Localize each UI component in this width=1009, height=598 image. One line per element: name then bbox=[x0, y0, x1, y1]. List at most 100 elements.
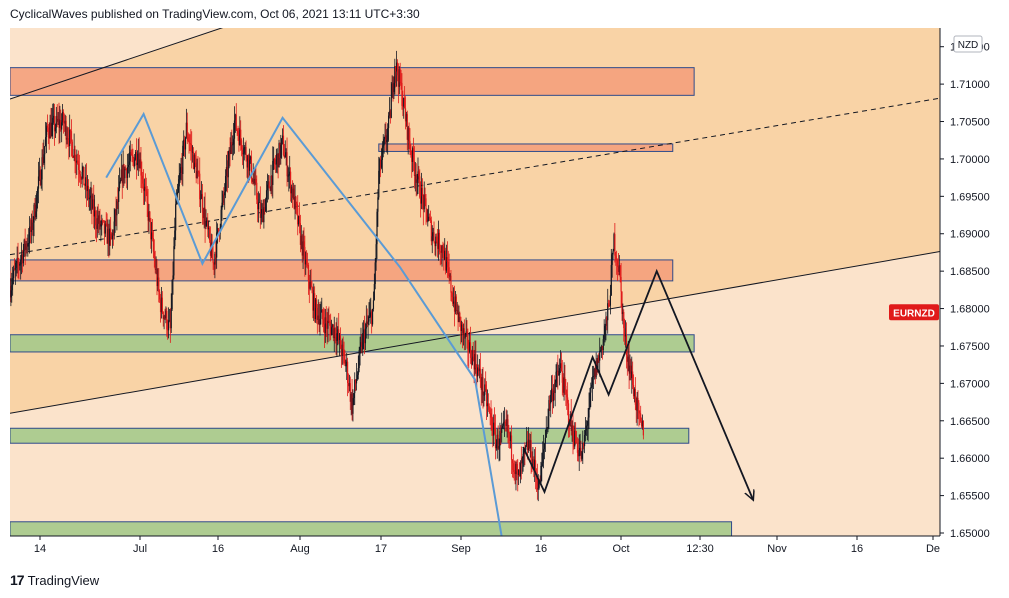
candle-body bbox=[104, 223, 106, 234]
candle-body bbox=[206, 220, 208, 222]
candle-body bbox=[474, 354, 476, 370]
candle-body bbox=[279, 143, 281, 158]
candle-body bbox=[502, 422, 505, 426]
candle-body bbox=[182, 145, 184, 175]
candle-body bbox=[402, 105, 404, 107]
candle-body bbox=[502, 425, 504, 428]
candle-body bbox=[146, 191, 148, 203]
candle-body bbox=[362, 333, 364, 350]
time-tick-label: 16 bbox=[851, 543, 863, 555]
candle-body bbox=[247, 155, 249, 168]
candle-body bbox=[59, 120, 61, 128]
candle-body bbox=[144, 186, 147, 190]
candle-body bbox=[188, 140, 190, 144]
time-tick-label: 12:30 bbox=[686, 543, 714, 555]
candle-body bbox=[322, 309, 324, 320]
candle-body bbox=[290, 171, 292, 194]
candle-body bbox=[232, 144, 234, 146]
candle-body bbox=[149, 211, 151, 219]
candle-body bbox=[518, 469, 520, 476]
candle-body bbox=[200, 194, 203, 199]
candle-body bbox=[420, 197, 422, 204]
time-axis[interactable]: 14 Jul 16 Aug 17 Sep 16 Oct 12:30 Nov 16 De bbox=[34, 536, 940, 555]
candle-body bbox=[122, 164, 124, 184]
tradingview-logo[interactable]: 17 TradingView bbox=[10, 572, 99, 588]
candle-body bbox=[613, 234, 615, 251]
candle-body bbox=[641, 420, 644, 427]
candle-body bbox=[571, 425, 573, 431]
time-tick-label: Oct bbox=[612, 543, 629, 555]
candle-body bbox=[396, 62, 399, 76]
candle-body bbox=[112, 233, 114, 236]
candle-body bbox=[418, 171, 420, 177]
candle-body bbox=[137, 153, 139, 163]
candle-body bbox=[341, 344, 343, 356]
candle-body bbox=[65, 120, 67, 140]
candle-body bbox=[145, 189, 147, 192]
candle-body bbox=[342, 344, 344, 350]
time-tick-label: 16 bbox=[212, 543, 224, 555]
candle-body bbox=[493, 422, 495, 436]
candle-body bbox=[155, 269, 157, 270]
candle-body bbox=[82, 166, 84, 172]
candle-body bbox=[389, 111, 391, 118]
price-tick-label: 1.65500 bbox=[950, 491, 990, 503]
candle-body bbox=[624, 328, 626, 337]
candle-body bbox=[615, 255, 617, 260]
candle-body bbox=[515, 464, 517, 475]
tradingview-brand: TradingView bbox=[27, 572, 100, 588]
candle-body bbox=[423, 194, 425, 210]
candle-body bbox=[252, 179, 254, 182]
candle-body bbox=[496, 434, 498, 445]
resistance-zone-0 bbox=[10, 67, 695, 96]
candle-body bbox=[406, 114, 408, 140]
candle-body bbox=[566, 394, 568, 398]
candle-body bbox=[484, 384, 486, 395]
time-tick-label: Sep bbox=[451, 543, 471, 555]
candle-body bbox=[184, 137, 187, 150]
candle-body bbox=[537, 487, 539, 490]
candle-body bbox=[281, 138, 283, 146]
candle-body bbox=[30, 220, 32, 232]
candle-body bbox=[69, 129, 71, 147]
candle-body bbox=[504, 421, 506, 424]
candle-body bbox=[111, 233, 114, 240]
candle-body bbox=[572, 425, 574, 441]
candle-body bbox=[257, 202, 260, 210]
candle-body bbox=[637, 397, 639, 403]
candle-body bbox=[55, 116, 57, 128]
time-tick-label: Nov bbox=[767, 543, 787, 555]
candle-body bbox=[226, 167, 228, 178]
candle-body bbox=[157, 277, 159, 287]
candle-body bbox=[18, 263, 20, 266]
channel-layer bbox=[10, 28, 940, 414]
candle-body bbox=[640, 421, 643, 427]
candle-body bbox=[620, 276, 622, 292]
candle-body bbox=[31, 220, 33, 230]
candle-body bbox=[505, 423, 507, 426]
candle-body bbox=[229, 150, 231, 155]
candle-body bbox=[196, 171, 198, 179]
projection-path bbox=[522, 268, 753, 499]
candle-body bbox=[163, 316, 165, 319]
candle-body bbox=[398, 69, 400, 87]
candle-body bbox=[437, 232, 440, 249]
price-axis[interactable]: 1.715001.710001.705001.700001.695001.690… bbox=[940, 42, 990, 540]
candle-body bbox=[220, 209, 222, 228]
candle-body bbox=[240, 129, 242, 141]
candle-body bbox=[41, 157, 43, 180]
candle-body bbox=[378, 170, 380, 198]
candle-body bbox=[50, 122, 52, 137]
candle-body bbox=[454, 296, 457, 312]
candle-body bbox=[430, 220, 432, 242]
candle-body bbox=[588, 408, 590, 418]
candle-body bbox=[472, 350, 474, 357]
candle-body bbox=[642, 420, 644, 436]
candle-body bbox=[616, 259, 618, 261]
candle-body bbox=[481, 377, 483, 390]
candle-body bbox=[306, 264, 309, 266]
candle-body bbox=[417, 171, 419, 180]
candle-body bbox=[498, 445, 500, 449]
candle-body bbox=[299, 223, 302, 245]
